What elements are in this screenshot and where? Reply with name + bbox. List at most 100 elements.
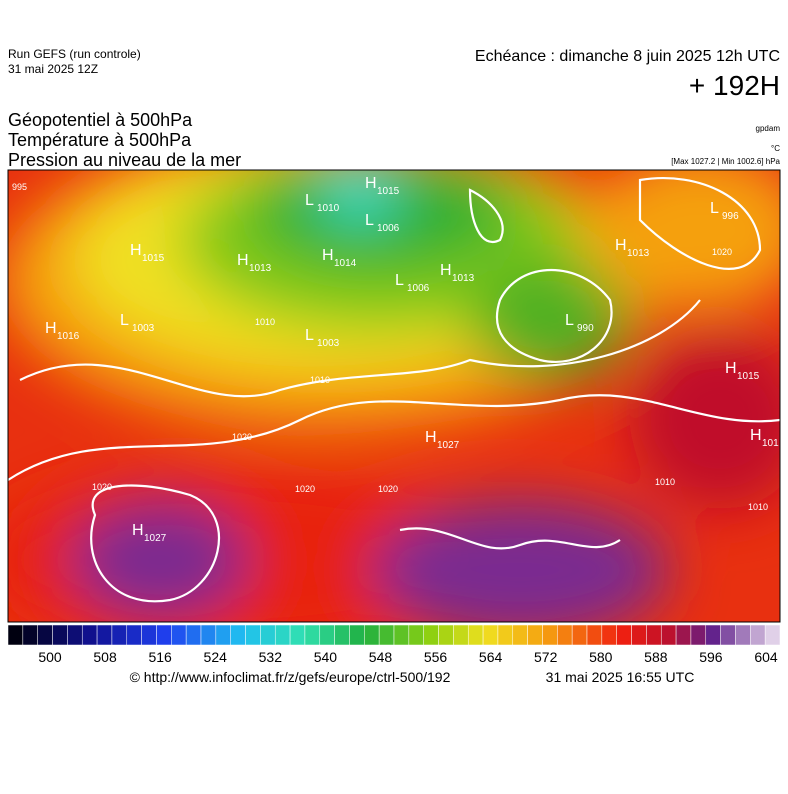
colorbar-label: 572 (534, 649, 558, 665)
center-value: 990 (577, 323, 594, 334)
isobar-label: 1020 (295, 484, 315, 494)
colorbar-cell (111, 624, 128, 646)
center-letter: H (750, 427, 762, 444)
colorbar-label: 604 (754, 649, 778, 665)
legend-line: Pression au niveau de la mer (8, 150, 241, 170)
colorbar-cell (735, 624, 751, 646)
center-letter: L (305, 192, 314, 209)
unit-temp: °C (771, 144, 780, 153)
colorbar-cell (660, 624, 677, 646)
colorbar-cell (230, 624, 246, 646)
colorbar-cell (423, 624, 439, 646)
center-letter: H (132, 522, 144, 539)
colorbar-cell (364, 624, 380, 646)
colorbar-cell (67, 624, 83, 646)
colorbar-cell (571, 624, 588, 646)
colorbar-label: 596 (699, 649, 723, 665)
center-value: 1010 (317, 203, 340, 214)
extremes: [Max 1027.2 | Min 1002.6] hPa (671, 157, 780, 166)
generated-time: 31 mai 2025 16:55 UTC (546, 669, 695, 685)
colorbar-label: 508 (93, 649, 117, 665)
center-letter: H (365, 175, 377, 192)
center-value: 1015 (377, 186, 400, 197)
colorbar-cell (141, 624, 157, 646)
isobar-label: 1020 (712, 247, 732, 257)
lead-time: + 192H (689, 70, 780, 101)
center-value: 1015 (142, 253, 165, 264)
colorbar-cell (171, 624, 187, 646)
colorbar-label: 580 (589, 649, 613, 665)
colorbar-cell (81, 624, 98, 646)
colorbar-cell (156, 624, 172, 646)
colorbar-label: 516 (148, 649, 172, 665)
center-value: 1006 (407, 283, 430, 294)
isobar-label: 1020 (378, 484, 398, 494)
map (8, 170, 780, 622)
colorbar-label: 556 (424, 649, 448, 665)
center-value: 1014 (334, 258, 357, 269)
colorbar-label: 588 (644, 649, 668, 665)
isobar-label: 1010 (655, 477, 675, 487)
colorbar-cell (438, 624, 454, 646)
center-letter: H (440, 262, 452, 279)
isobar-label: 1010 (255, 317, 275, 327)
colorbar-cell (185, 624, 202, 646)
colorbar-cell (349, 624, 365, 646)
legend-line: Géopotentiel à 500hPa (8, 110, 193, 130)
center-letter: L (305, 327, 314, 344)
colorbar-cell (304, 624, 321, 646)
colorbar-label: 532 (259, 649, 283, 665)
colorbar-cell (408, 624, 424, 646)
colorbar-cell (675, 624, 692, 646)
center-value: 1013 (452, 273, 475, 284)
center-value: 1015 (737, 371, 760, 382)
colorbar-cell (601, 624, 617, 646)
colorbar-cell (705, 624, 721, 646)
colorbar-cell (96, 624, 113, 646)
run: Run GEFS (run controle) (8, 47, 141, 61)
map-frame (7, 169, 781, 623)
colorbar-cell (260, 624, 276, 646)
colorbar-cell (274, 624, 291, 646)
center-letter: H (45, 320, 57, 337)
colorbar-cell (334, 624, 350, 646)
colorbar-cell (750, 624, 766, 646)
center-value: 101 (762, 438, 779, 449)
center-value: 996 (722, 211, 739, 222)
source-url: © http://www.infoclimat.fr/z/gefs/europe… (130, 669, 451, 685)
isobar-label: 995 (12, 182, 27, 192)
isobar-label: 1010 (310, 375, 330, 385)
center-letter: H (322, 247, 334, 264)
colorbar-cell (378, 624, 395, 646)
center-value: 1013 (249, 263, 272, 274)
colorbar-cell (126, 624, 142, 646)
center-letter: L (710, 200, 719, 217)
colorbar-cell (37, 624, 53, 646)
legend-line: Température à 500hPa (8, 130, 192, 150)
colorbar-cell (52, 624, 68, 646)
colorbar-cell (586, 624, 603, 646)
colorbar-cell (764, 624, 781, 646)
center-letter: L (120, 312, 129, 329)
isobar-label: 1020 (232, 432, 252, 442)
colorbar-cell (616, 624, 632, 646)
center-letter: H (130, 242, 142, 259)
center-letter: H (615, 237, 627, 254)
colorbar-cell (631, 624, 647, 646)
colorbar-cell (512, 624, 528, 646)
center-letter: L (395, 272, 404, 289)
center-value: 1016 (57, 331, 80, 342)
valid-time: Echéance : dimanche 8 juin 2025 12h UTC (475, 48, 780, 65)
unit-geo: gpdam (756, 124, 781, 133)
center-value: 1027 (144, 533, 167, 544)
center-letter: H (425, 429, 437, 446)
colorbar-cell (289, 624, 306, 646)
colorbar-cell (557, 624, 573, 646)
colorbar-cell (215, 624, 231, 646)
colorbar-cell (319, 624, 335, 646)
colorbar-label: 548 (369, 649, 393, 665)
colorbar-label: 564 (479, 649, 503, 665)
colorbar-cell (497, 624, 514, 646)
center-letter: L (365, 212, 374, 229)
